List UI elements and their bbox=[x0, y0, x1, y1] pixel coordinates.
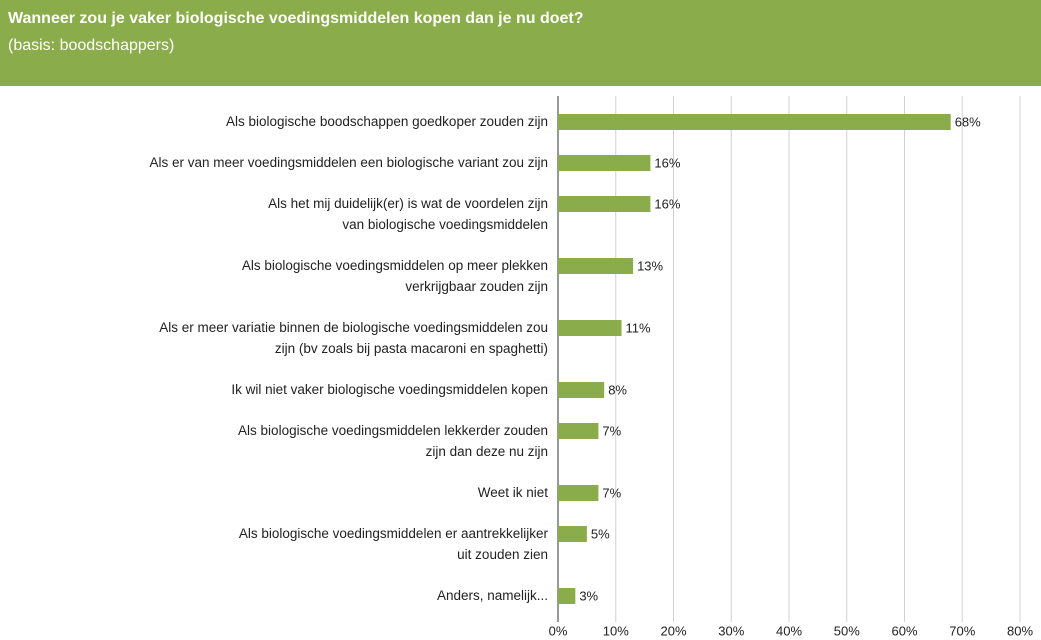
value-label: 68% bbox=[955, 114, 981, 129]
value-label: 5% bbox=[591, 526, 610, 541]
bar bbox=[558, 155, 651, 171]
value-label: 11% bbox=[626, 320, 651, 335]
category-label: Als biologische voedingsmiddelen er aant… bbox=[238, 526, 548, 562]
value-label: 16% bbox=[654, 155, 680, 170]
value-label: 7% bbox=[602, 423, 621, 438]
chart-subtitle: (basis: boodschappers) bbox=[8, 37, 175, 54]
value-label: 8% bbox=[608, 382, 627, 397]
category-label: Als biologische boodschappen goedkoper z… bbox=[226, 114, 548, 129]
category-label: Als er van meer voedingsmiddelen een bio… bbox=[149, 155, 548, 170]
x-tick-label: 50% bbox=[834, 623, 860, 638]
x-tick-label: 80% bbox=[1007, 623, 1033, 638]
bar bbox=[558, 423, 599, 439]
bar bbox=[558, 114, 951, 130]
x-tick-label: 40% bbox=[776, 623, 802, 638]
value-label: 7% bbox=[602, 485, 621, 500]
value-label: 3% bbox=[579, 588, 598, 603]
x-tick-label: 10% bbox=[603, 623, 629, 638]
bar bbox=[558, 382, 605, 398]
bar bbox=[558, 320, 622, 336]
category-label: Als biologische voedingsmiddelen op meer… bbox=[241, 258, 548, 294]
x-tick-label: 30% bbox=[718, 623, 744, 638]
category-label: Ik wil niet vaker biologische voedingsmi… bbox=[231, 382, 548, 397]
category-label: Weet ik niet bbox=[477, 485, 548, 500]
category-label: Anders, namelijk... bbox=[436, 588, 548, 603]
bar bbox=[558, 588, 576, 604]
x-tick-label: 20% bbox=[660, 623, 686, 638]
header: Wanneer zou je vaker biologische voeding… bbox=[0, 0, 1041, 86]
bar bbox=[558, 258, 634, 274]
category-label: Als biologische voedingsmiddelen lekkerd… bbox=[238, 423, 548, 459]
bar bbox=[558, 526, 587, 542]
category-label: Als het mij duidelijk(er) is wat de voor… bbox=[268, 196, 548, 232]
x-tick-label: 70% bbox=[949, 623, 975, 638]
bar bbox=[558, 485, 599, 501]
bar bbox=[558, 196, 651, 212]
chart-title: Wanneer zou je vaker biologische voeding… bbox=[8, 10, 584, 27]
value-label: 13% bbox=[637, 258, 663, 273]
x-tick-label: 0% bbox=[549, 623, 568, 638]
category-label: Als er meer variatie binnen de biologisc… bbox=[159, 320, 548, 356]
x-tick-label: 60% bbox=[891, 623, 917, 638]
value-label: 16% bbox=[654, 196, 680, 211]
